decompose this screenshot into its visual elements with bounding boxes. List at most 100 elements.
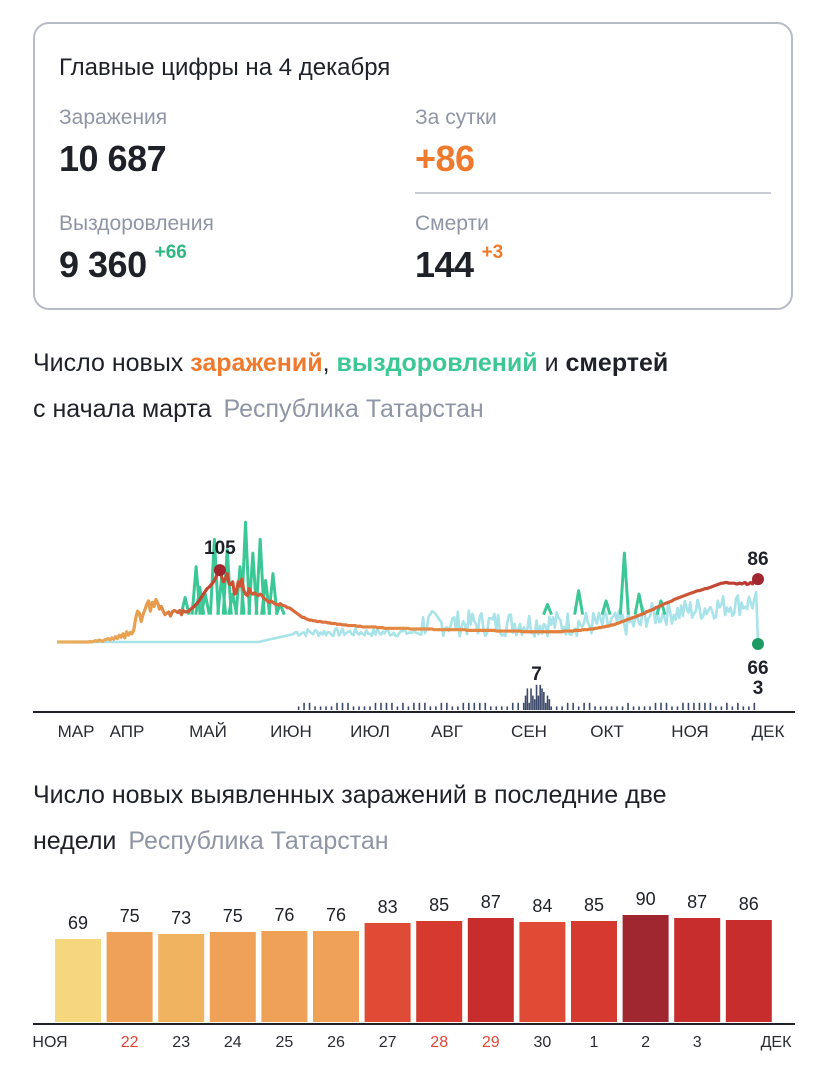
death-bar <box>451 706 454 710</box>
x-tick-label: АВГ <box>431 722 463 741</box>
death-bar <box>478 702 481 710</box>
death-bar <box>369 706 371 710</box>
death-bar <box>396 706 399 710</box>
deaths-delta: +3 <box>481 242 504 263</box>
death-bar <box>599 706 602 710</box>
two-week-bar-chart: 69 75 73 75 76 76 83 85 87 84 85 90 87 86 НОЯ 22 23 24 25… <box>32 889 795 1051</box>
x-tick-label: ИЮН <box>270 722 312 741</box>
bars: 69 75 73 75 76 76 83 85 87 84 85 90 87 86 <box>55 889 772 1022</box>
x-tick-label: НОЯ <box>671 722 708 741</box>
day-label: 29 <box>482 1034 500 1051</box>
recoveries-spike <box>573 589 585 615</box>
death-bar <box>500 706 503 710</box>
x-axis-labels: НОЯ 22 23 24 25 26 27 28 29 30 1 2 3 ДЕК <box>32 1034 792 1051</box>
bar <box>725 920 772 1022</box>
death-bar <box>561 706 563 710</box>
death-bar <box>511 702 514 710</box>
cases-history-chart: МАР АПР МАЙ ИЮН ИЮЛ АВГ СЕН ОКТ НОЯ ДЕК 105 86 66 7 3 <box>33 520 795 741</box>
death-bar <box>539 684 541 710</box>
death-bar <box>753 702 756 710</box>
bar <box>674 918 721 1022</box>
death-bar <box>742 706 745 710</box>
death-bar <box>462 702 465 710</box>
death-bar <box>720 706 723 710</box>
death-bar <box>297 706 300 710</box>
death-bar <box>594 706 596 710</box>
recoveries-series <box>57 520 760 644</box>
deaths-stat: 144 +3 <box>415 242 504 286</box>
x-axis-ticks: МАР АПР МАЙ ИЮН ИЮЛ АВГ СЕН ОКТ НОЯ ДЕК <box>58 722 785 741</box>
day-label: 30 <box>534 1034 552 1051</box>
deaths-series <box>297 684 756 710</box>
day-label: 24 <box>224 1034 242 1051</box>
death-bar <box>704 702 706 710</box>
recoveries-spike <box>542 602 553 616</box>
death-bar <box>319 706 322 710</box>
death-bar <box>330 706 333 710</box>
recoveries-delta: +66 <box>154 242 187 263</box>
death-bar <box>638 706 640 710</box>
recoveries-word: выздоровлений <box>336 349 538 377</box>
death-bar <box>524 695 527 710</box>
death-bar <box>418 702 421 710</box>
death-bar <box>495 706 498 710</box>
day-label: 2 <box>641 1034 650 1051</box>
bar-value-label: 90 <box>636 889 656 909</box>
bar <box>467 918 514 1022</box>
death-bar <box>429 706 432 710</box>
death-bar <box>676 706 679 710</box>
death-bar <box>737 702 739 710</box>
death-bar <box>577 706 580 710</box>
bar-value-label: 87 <box>481 892 501 912</box>
recoveries-line <box>57 590 760 644</box>
bar <box>313 931 359 1022</box>
death-bar <box>363 706 366 710</box>
death-bar <box>374 702 377 710</box>
bar <box>55 939 101 1022</box>
summary-title: Главные цифры на 4 декабря <box>59 54 391 81</box>
death-bar <box>435 706 437 710</box>
death-bar <box>541 688 543 710</box>
recoveries-last-dot <box>752 638 764 650</box>
recoveries-value: 9 360 <box>59 244 147 285</box>
death-bar <box>543 692 545 710</box>
chart2-heading-line2: недели Республика Татарстан <box>33 818 667 864</box>
death-bar <box>473 702 476 710</box>
infections-line <box>57 568 759 644</box>
x-tick-label: МАЙ <box>189 722 227 741</box>
death-bar <box>693 702 695 710</box>
death-bar <box>616 706 618 710</box>
infections-word: заражений <box>190 349 323 377</box>
death-bar <box>358 706 360 710</box>
death-bar <box>671 706 673 710</box>
day-label: 3 <box>693 1034 702 1051</box>
recoveries-spike <box>267 572 279 615</box>
death-bar <box>660 702 662 710</box>
death-bar <box>548 699 551 710</box>
heading2-line2-text: недели <box>33 827 117 855</box>
bar-value-label: 85 <box>429 895 449 915</box>
bar <box>261 931 308 1022</box>
bar-value-label: 84 <box>532 896 552 916</box>
death-bar <box>649 706 651 710</box>
heading-comma: , <box>322 349 337 377</box>
death-bar <box>544 702 547 710</box>
heading-text: Число новых <box>33 349 191 377</box>
x-tick-label: СЕН <box>511 722 547 741</box>
death-bar <box>654 702 657 710</box>
death-bar <box>413 702 415 710</box>
bar <box>106 932 153 1022</box>
death-bar <box>588 702 591 710</box>
day-label: 1 <box>590 1034 599 1051</box>
death-bar <box>526 688 529 710</box>
bar <box>209 932 256 1022</box>
chart1-heading-line1: Число новых заражений, выздоровлений и с… <box>33 340 668 386</box>
death-bar <box>610 706 613 710</box>
death-bar <box>532 695 534 710</box>
chart2-heading: Число новых выявленных заражений в после… <box>33 772 667 864</box>
bar-value-label: 75 <box>223 906 243 926</box>
bar-value-label: 85 <box>584 895 604 915</box>
deaths-value: 144 <box>415 244 474 285</box>
death-bar <box>665 702 668 710</box>
death-bar <box>522 702 525 710</box>
